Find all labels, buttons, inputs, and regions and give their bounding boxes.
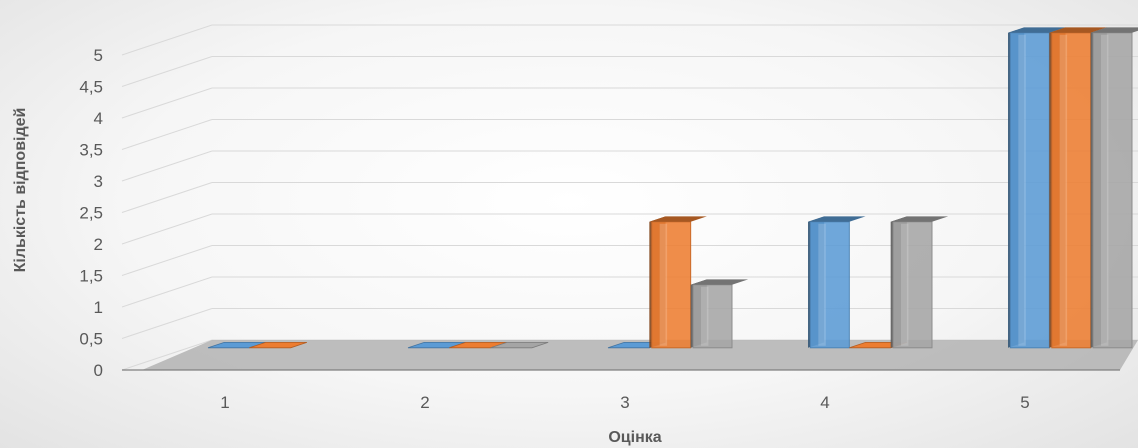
- bar: [249, 341, 307, 349]
- y-tick-label: 0: [94, 361, 103, 380]
- y-tick-label: 3,5: [79, 141, 103, 160]
- gridline-side: [121, 24, 213, 56]
- x-tick-label: 2: [420, 393, 429, 412]
- gridline-side: [121, 56, 213, 87]
- bar: [890, 216, 949, 349]
- gridline-side: [121, 182, 213, 213]
- y-tick-label: 2: [94, 235, 103, 254]
- y-tick-label: 0,5: [79, 330, 103, 349]
- gridline-side: [121, 245, 213, 276]
- bar: [1049, 27, 1107, 349]
- gridline-side: [121, 213, 213, 245]
- x-axis-ticks: 1 2 3 4 5: [220, 393, 1029, 412]
- x-tick-label: 3: [620, 393, 629, 412]
- y-tick-label: 1: [94, 298, 103, 317]
- gridline-side: [121, 276, 213, 308]
- x-tick-label: 5: [1020, 393, 1029, 412]
- y-axis-ticks: 0 0,5 1 1,5 2 2,5 3 3,5 4 4,5 5: [79, 46, 103, 380]
- y-tick-label: 1,5: [79, 267, 103, 286]
- bar: [1090, 27, 1138, 349]
- bar: [808, 216, 866, 349]
- gridline-side: [121, 308, 213, 339]
- x-tick-label: 4: [820, 393, 829, 412]
- y-axis-title: Кількість відповідей: [12, 108, 29, 273]
- gridline-side: [121, 119, 213, 150]
- x-axis-title: Оцінка: [608, 429, 661, 446]
- gridlines: [121, 24, 1138, 371]
- bar: [490, 341, 549, 349]
- y-tick-label: 4: [94, 109, 103, 128]
- x-tick-label: 1: [220, 393, 229, 412]
- gridline-side: [121, 87, 213, 119]
- y-tick-label: 5: [94, 46, 103, 65]
- y-tick-label: 2,5: [79, 204, 103, 223]
- bars: [207, 27, 1138, 349]
- bar: [690, 279, 749, 349]
- y-tick-label: 3: [94, 172, 103, 191]
- gridline-side: [121, 339, 213, 371]
- gridline-side: [121, 150, 213, 182]
- y-tick-label: 4,5: [79, 78, 103, 97]
- bar: [1008, 27, 1066, 349]
- bar: [649, 216, 707, 349]
